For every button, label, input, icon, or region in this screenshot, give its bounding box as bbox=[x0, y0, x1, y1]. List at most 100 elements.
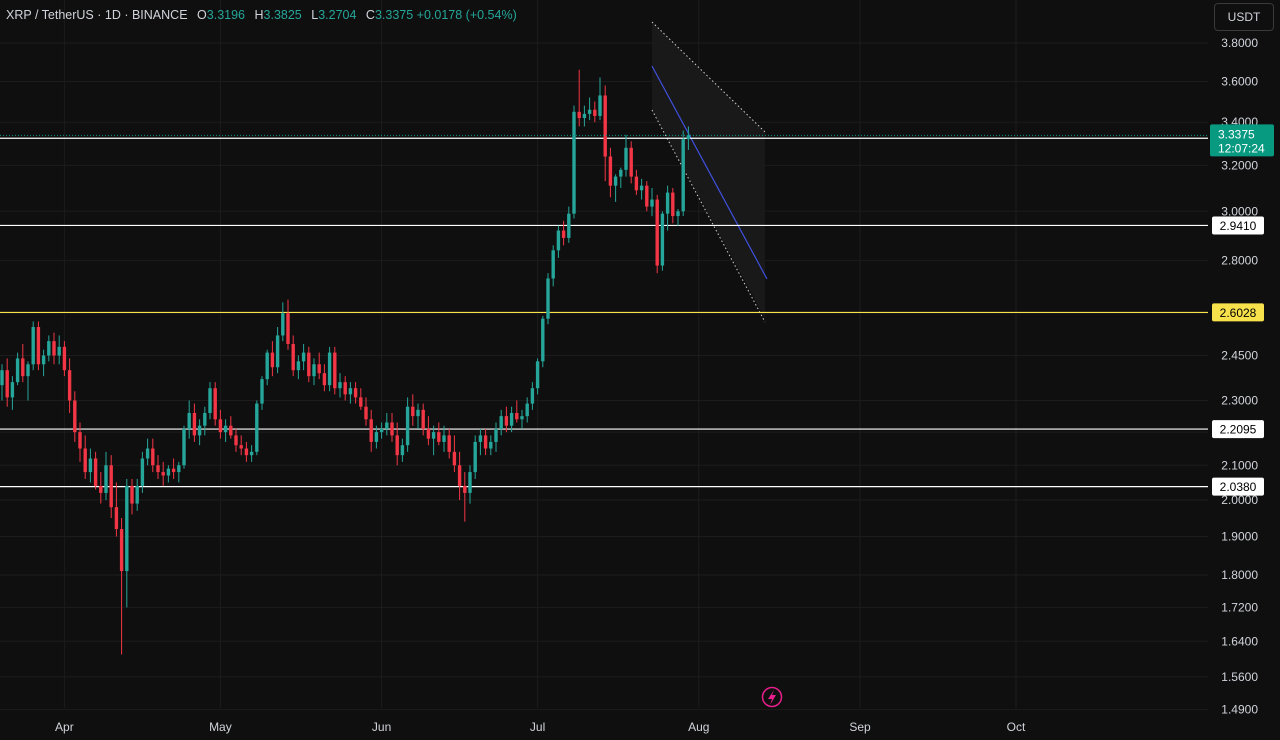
candle-body bbox=[686, 135, 691, 140]
candle-body bbox=[26, 364, 30, 377]
candle-body bbox=[281, 313, 285, 336]
candle-body bbox=[359, 397, 363, 407]
candle-body bbox=[613, 176, 618, 186]
close-value: 3.3375 bbox=[374, 8, 414, 22]
candle-body bbox=[348, 388, 353, 395]
candle-body bbox=[478, 435, 483, 442]
candle-body bbox=[431, 432, 436, 439]
y-tick-label: 2.3000 bbox=[1221, 393, 1258, 407]
candle-body bbox=[99, 485, 103, 493]
level-price-label: 2.2095 bbox=[1220, 423, 1257, 437]
candle-body bbox=[197, 425, 202, 436]
low-label: L bbox=[311, 8, 319, 22]
candle-body bbox=[125, 485, 129, 572]
candle-body bbox=[21, 358, 25, 377]
candle-body bbox=[385, 422, 389, 429]
candle-body bbox=[665, 192, 670, 214]
candle-body bbox=[379, 428, 384, 433]
level-price-label: 2.6028 bbox=[1220, 306, 1257, 320]
candle-body bbox=[681, 139, 685, 212]
symbol-title[interactable]: XRP / TetherUS · 1D · BINANCE bbox=[6, 8, 188, 22]
candle-body bbox=[244, 448, 249, 456]
change-value: +0.0178 (+0.54%) bbox=[416, 8, 517, 22]
candle-body bbox=[608, 156, 613, 186]
candle-body bbox=[650, 199, 654, 207]
candle-body bbox=[109, 465, 113, 508]
x-tick-label: May bbox=[209, 720, 232, 734]
candle-body bbox=[218, 419, 223, 433]
candle-body bbox=[140, 458, 145, 486]
candle-body bbox=[463, 485, 467, 493]
candle-body bbox=[416, 409, 420, 417]
y-tick-label: 3.8000 bbox=[1221, 36, 1258, 50]
candle-body bbox=[93, 458, 98, 486]
candle-body bbox=[5, 370, 9, 398]
candle-body bbox=[395, 435, 399, 456]
y-tick-label: 2.4500 bbox=[1221, 349, 1258, 363]
candle-body bbox=[286, 313, 290, 344]
candle-body bbox=[135, 485, 139, 504]
channel-lower-line[interactable] bbox=[651, 109, 766, 323]
candle-body bbox=[307, 352, 311, 377]
channel-trendline[interactable] bbox=[651, 65, 768, 280]
candle-body bbox=[619, 169, 623, 177]
candle-body bbox=[504, 416, 509, 426]
candle-body bbox=[208, 388, 212, 413]
high-label: H bbox=[254, 8, 264, 22]
time-axis: Apr May Jun Jul Aug Sep Oct bbox=[55, 720, 1026, 734]
candle-body bbox=[327, 352, 332, 386]
candle-body bbox=[223, 425, 228, 433]
high-value: 3.3825 bbox=[263, 8, 302, 22]
candle-body bbox=[41, 355, 46, 365]
candle-body bbox=[426, 428, 431, 439]
candle-body bbox=[114, 507, 119, 530]
candle-body bbox=[655, 199, 659, 266]
candle-body bbox=[322, 373, 327, 386]
candle-body bbox=[156, 465, 160, 473]
last-price-tag bbox=[1210, 124, 1274, 157]
candle-body bbox=[296, 361, 301, 371]
candle-body bbox=[598, 95, 602, 116]
candle-body bbox=[343, 382, 347, 395]
candle-body bbox=[301, 352, 306, 362]
candle-body bbox=[255, 403, 259, 452]
candle-body bbox=[447, 435, 451, 452]
falling-channel-drawing[interactable] bbox=[651, 21, 768, 323]
x-tick-label: Aug bbox=[688, 720, 709, 734]
candle-body bbox=[567, 213, 571, 238]
candle-body bbox=[187, 412, 191, 429]
candle-body bbox=[67, 370, 72, 401]
symbol-legend: XRP / TetherUS · 1D · BINANCE O3.3196 H3… bbox=[6, 8, 517, 22]
lightning-bolt-icon[interactable] bbox=[761, 686, 783, 708]
candle-body bbox=[541, 318, 545, 362]
x-tick-label: Apr bbox=[55, 720, 74, 734]
candle-body bbox=[421, 409, 425, 429]
candle-body bbox=[603, 95, 607, 157]
candle-body bbox=[338, 382, 342, 389]
candle-body bbox=[166, 468, 171, 476]
candle-body bbox=[73, 400, 77, 433]
candle-body bbox=[551, 250, 555, 279]
candle-body bbox=[593, 109, 597, 116]
candle-body bbox=[671, 192, 675, 217]
low-value: 3.2704 bbox=[318, 8, 357, 22]
candle-body bbox=[83, 448, 87, 473]
candle-body bbox=[535, 361, 540, 389]
candle-body bbox=[561, 230, 566, 238]
candle-body bbox=[31, 327, 35, 365]
candle-body bbox=[0, 370, 4, 386]
candle-body bbox=[442, 435, 446, 442]
candle-body bbox=[78, 432, 82, 449]
candle-body bbox=[587, 109, 592, 114]
y-tick-label: 1.5600 bbox=[1221, 670, 1258, 684]
candle-body bbox=[582, 113, 587, 119]
candle-body bbox=[645, 185, 649, 207]
candle-body bbox=[161, 472, 165, 476]
y-tick-label: 2.8000 bbox=[1221, 253, 1258, 267]
candle-body bbox=[275, 335, 280, 368]
candle-body bbox=[239, 445, 243, 449]
candle-body bbox=[291, 343, 295, 371]
candlestick-series bbox=[0, 69, 691, 655]
currency-unit-button[interactable]: USDT bbox=[1214, 3, 1274, 31]
